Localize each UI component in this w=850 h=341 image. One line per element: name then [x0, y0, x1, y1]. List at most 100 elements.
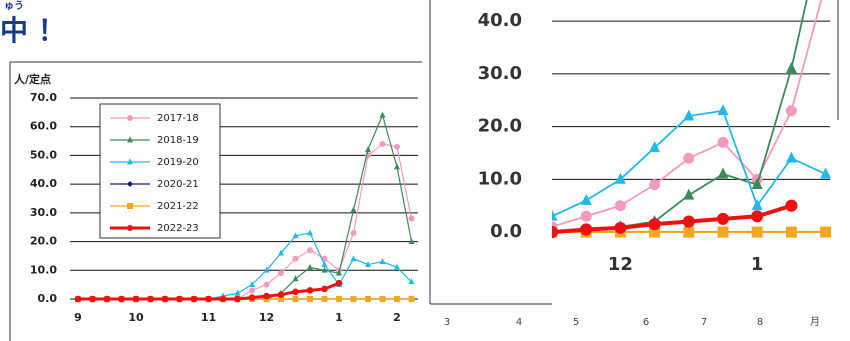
point	[408, 237, 415, 244]
point	[350, 229, 357, 236]
legend-box	[99, 103, 221, 239]
legend-marker	[127, 181, 133, 187]
x-tick-label: 1	[751, 254, 764, 275]
series-line	[78, 232, 412, 300]
point	[580, 193, 592, 205]
point	[552, 226, 559, 239]
point	[408, 278, 415, 285]
y-tick-label: 40.0	[478, 10, 522, 31]
point	[379, 296, 386, 302]
point	[394, 296, 400, 302]
y-tick-label: 50.0	[30, 148, 57, 161]
point	[321, 260, 328, 267]
point	[785, 226, 797, 238]
point	[321, 296, 328, 302]
x-tick-label: 10	[128, 311, 144, 324]
x-tick-label: 12	[259, 311, 274, 324]
point	[278, 249, 284, 256]
y-tick-label: 30.0	[30, 206, 57, 219]
point	[394, 163, 400, 170]
point	[292, 288, 299, 296]
heading: 中 ！	[0, 14, 66, 47]
y-tick-label: 20.0	[30, 235, 57, 248]
point	[820, 226, 832, 238]
point	[717, 104, 729, 116]
point	[336, 269, 342, 276]
y-tick-label: 10.0	[478, 168, 522, 189]
point	[103, 295, 111, 303]
point	[717, 136, 729, 148]
y-tick-label: 40.0	[30, 177, 57, 190]
point	[292, 296, 299, 302]
point	[820, 167, 832, 179]
point	[292, 255, 299, 262]
point	[132, 295, 140, 303]
point	[292, 232, 299, 239]
point	[277, 291, 285, 298]
background-axis: 3 4 5 6 7 8 月	[444, 316, 820, 328]
point	[306, 287, 314, 294]
point	[176, 295, 183, 303]
point	[683, 226, 695, 238]
point	[379, 111, 386, 118]
point	[365, 260, 371, 267]
point	[683, 109, 695, 121]
x-tick-label: 11	[201, 311, 216, 324]
x-tick-label: 1	[335, 311, 343, 324]
legend-marker	[127, 136, 133, 143]
point	[751, 178, 763, 190]
y-tick-label: 60.0	[30, 120, 57, 133]
point	[263, 266, 270, 273]
point	[307, 296, 313, 302]
point	[649, 141, 661, 153]
point	[118, 295, 125, 303]
point	[682, 215, 695, 228]
point	[379, 258, 386, 265]
point	[234, 289, 241, 296]
point	[580, 210, 592, 222]
chart-right	[552, 0, 832, 239]
point	[683, 152, 695, 164]
point	[336, 296, 342, 302]
point	[292, 275, 299, 282]
point	[307, 247, 313, 254]
point	[278, 270, 284, 277]
point	[321, 266, 328, 273]
y-tick-label: 10.0	[30, 263, 57, 276]
point	[365, 146, 371, 153]
y-tick-label: 0.0	[490, 221, 522, 242]
point	[614, 221, 627, 234]
heading-ruby: ゅう	[4, 0, 24, 12]
point	[263, 281, 270, 288]
point	[307, 263, 313, 270]
y-tick-label: 70.0	[30, 91, 57, 104]
point	[147, 295, 154, 303]
y-axis-label: 人/定点	[14, 72, 51, 86]
point	[751, 199, 763, 211]
legend-label: 2019-20	[157, 157, 199, 168]
point	[89, 295, 96, 303]
point	[219, 295, 227, 303]
point	[321, 285, 328, 293]
legend-marker	[127, 158, 133, 165]
point	[263, 292, 270, 300]
point	[248, 294, 256, 301]
x-tick-label: 2	[393, 311, 401, 324]
point	[379, 140, 386, 147]
point	[716, 212, 730, 225]
point	[785, 199, 798, 212]
x-tick-label: 9	[74, 311, 82, 324]
point	[394, 143, 400, 150]
legend-marker	[127, 203, 133, 209]
point	[278, 296, 284, 302]
legend-marker	[127, 225, 133, 231]
point	[408, 296, 415, 302]
point	[751, 210, 764, 223]
background-tick-label: 4	[516, 317, 522, 328]
background-tick-label: 月	[810, 316, 820, 328]
point	[751, 226, 763, 238]
background-tick-label: 8	[757, 317, 763, 328]
x-tick-label: 12	[608, 254, 633, 275]
point	[580, 223, 593, 236]
